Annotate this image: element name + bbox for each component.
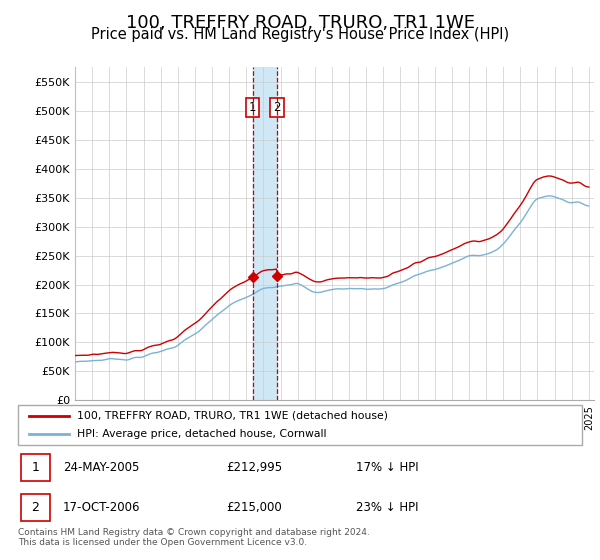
Text: 23% ↓ HPI: 23% ↓ HPI xyxy=(356,501,419,514)
Text: 17% ↓ HPI: 17% ↓ HPI xyxy=(356,461,419,474)
Text: 1: 1 xyxy=(249,101,257,114)
Text: 100, TREFFRY ROAD, TRURO, TR1 1WE (detached house): 100, TREFFRY ROAD, TRURO, TR1 1WE (detac… xyxy=(77,411,388,421)
Text: £212,995: £212,995 xyxy=(227,461,283,474)
Bar xyxy=(21,494,50,521)
Text: HPI: Average price, detached house, Cornwall: HPI: Average price, detached house, Corn… xyxy=(77,430,327,439)
Text: 2: 2 xyxy=(273,101,281,114)
Text: Price paid vs. HM Land Registry's House Price Index (HPI): Price paid vs. HM Land Registry's House … xyxy=(91,27,509,42)
Text: 2: 2 xyxy=(32,501,40,514)
Text: 17-OCT-2006: 17-OCT-2006 xyxy=(63,501,140,514)
Text: Contains HM Land Registry data © Crown copyright and database right 2024.
This d: Contains HM Land Registry data © Crown c… xyxy=(18,528,370,547)
Text: 24-MAY-2005: 24-MAY-2005 xyxy=(63,461,139,474)
Text: 1: 1 xyxy=(32,461,40,474)
Bar xyxy=(21,454,50,482)
Text: £215,000: £215,000 xyxy=(227,501,283,514)
Bar xyxy=(253,67,277,400)
Text: 100, TREFFRY ROAD, TRURO, TR1 1WE: 100, TREFFRY ROAD, TRURO, TR1 1WE xyxy=(125,14,475,32)
